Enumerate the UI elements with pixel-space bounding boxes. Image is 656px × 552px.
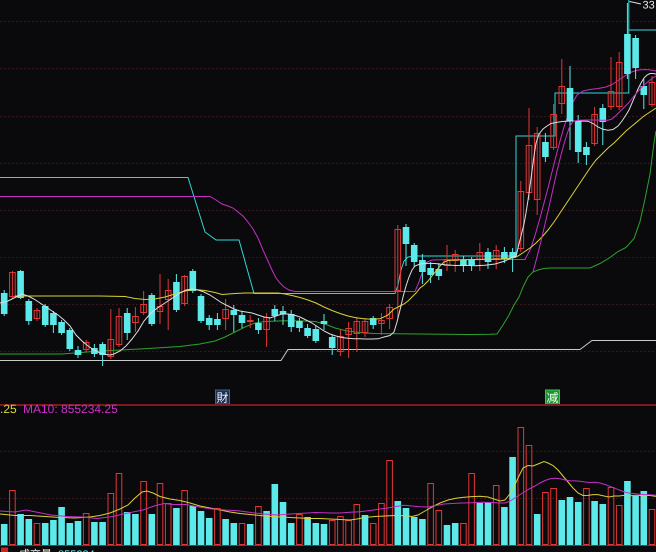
svg-text:.25: .25 bbox=[0, 402, 17, 416]
svg-text:减: 减 bbox=[547, 391, 559, 405]
svg-text:財: 財 bbox=[217, 391, 229, 405]
svg-text:MA10: 855234.25: MA10: 855234.25 bbox=[23, 402, 118, 416]
svg-text:33: 33 bbox=[643, 0, 655, 12]
svg-text:855234: 855234 bbox=[58, 549, 95, 552]
svg-text:成交量: 成交量 bbox=[19, 548, 52, 552]
